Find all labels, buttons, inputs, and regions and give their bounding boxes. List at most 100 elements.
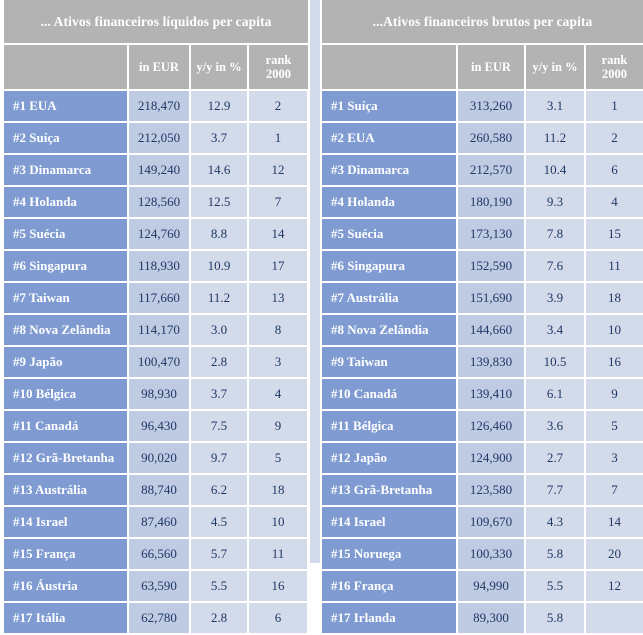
table-row[interactable]: #5 Suécia 124,760 8.8 14 bbox=[4, 218, 310, 251]
cell-yoy: 2.7 bbox=[525, 442, 586, 475]
cell-country: #13 Austrália bbox=[4, 474, 129, 507]
cell-eur: 117,660 bbox=[128, 282, 191, 315]
cell-rank: 6 bbox=[585, 154, 643, 187]
table-row[interactable]: #16 França 94,990 5.5 12 bbox=[322, 570, 643, 603]
table-row[interactable]: #16 Áustria 63,590 5.5 16 bbox=[4, 570, 310, 603]
cell-country: #14 Israel bbox=[4, 506, 129, 539]
column-header-rank[interactable]: rank 2000 bbox=[585, 44, 643, 91]
column-header-country[interactable] bbox=[4, 44, 129, 91]
table-row[interactable]: #11 Canadá 96,430 7.5 9 bbox=[4, 410, 310, 443]
cell-eur: 180,190 bbox=[457, 186, 526, 219]
cell-yoy: 14.6 bbox=[190, 154, 249, 187]
cell-rank: 4 bbox=[248, 378, 310, 411]
cell-country: #5 Suécia bbox=[322, 218, 458, 251]
table-row[interactable]: #2 Suíça 212,050 3.7 1 bbox=[4, 122, 310, 155]
cell-eur: 66,560 bbox=[128, 538, 191, 571]
cell-eur: 144,660 bbox=[457, 314, 526, 347]
cell-rank: 5 bbox=[585, 410, 643, 443]
cell-country: #12 Japão bbox=[322, 442, 458, 475]
cell-eur: 173,130 bbox=[457, 218, 526, 251]
cell-rank: 6 bbox=[248, 602, 310, 635]
cell-yoy: 8.8 bbox=[190, 218, 249, 251]
cell-yoy: 7.5 bbox=[190, 410, 249, 443]
liquid-assets-body: #1 EUA 218,470 12.9 2 #2 Suíça 212,050 3.7 1 #3 … bbox=[4, 90, 310, 635]
cell-country: #1 Suíça bbox=[322, 90, 458, 123]
table-row[interactable]: #8 Nova Zelândia 144,660 3.4 10 bbox=[322, 314, 643, 347]
column-header-yoy[interactable]: y/y in % bbox=[525, 44, 586, 91]
cell-eur: 260,580 bbox=[457, 122, 526, 155]
cell-yoy: 7.7 bbox=[525, 474, 586, 507]
cell-yoy: 5.5 bbox=[525, 570, 586, 603]
table-row[interactable]: #6 Singapura 118,930 10.9 17 bbox=[4, 250, 310, 283]
cell-yoy: 7.8 bbox=[525, 218, 586, 251]
column-header-eur[interactable]: in EUR bbox=[457, 44, 526, 91]
cell-rank: 17 bbox=[248, 250, 310, 283]
cell-yoy: 9.3 bbox=[525, 186, 586, 219]
cell-country: #8 Nova Zelândia bbox=[322, 314, 458, 347]
table-row[interactable]: #9 Taiwan 139,830 10.5 16 bbox=[322, 346, 643, 379]
cell-rank: 2 bbox=[585, 122, 643, 155]
column-header-country[interactable] bbox=[322, 44, 458, 91]
cell-country: #14 Israel bbox=[322, 506, 458, 539]
cell-rank: 18 bbox=[585, 282, 643, 315]
cell-eur: 63,590 bbox=[128, 570, 191, 603]
cell-eur: 152,590 bbox=[457, 250, 526, 283]
table-row[interactable]: #6 Singapura 152,590 7.6 11 bbox=[322, 250, 643, 283]
table-row[interactable]: #14 Israel 87,460 4.5 10 bbox=[4, 506, 310, 539]
cell-yoy: 4.5 bbox=[190, 506, 249, 539]
cell-yoy: 6.1 bbox=[525, 378, 586, 411]
cell-eur: 124,760 bbox=[128, 218, 191, 251]
table-row[interactable]: #12 Grã-Bretanha 90,020 9.7 5 bbox=[4, 442, 310, 475]
cell-country: #16 França bbox=[322, 570, 458, 603]
cell-country: #15 Noruega bbox=[322, 538, 458, 571]
column-header-rank[interactable]: rank 2000 bbox=[248, 44, 309, 91]
cell-yoy: 3.4 bbox=[525, 314, 586, 347]
table-row[interactable]: #1 EUA 218,470 12.9 2 bbox=[4, 90, 310, 123]
table-row[interactable]: #13 Austrália 88,740 6.2 18 bbox=[4, 474, 310, 507]
cell-rank: 10 bbox=[248, 506, 310, 539]
cell-country: #4 Holanda bbox=[322, 186, 458, 219]
table-row[interactable]: #4 Holanda 180,190 9.3 4 bbox=[322, 186, 643, 219]
cell-country: #9 Taiwan bbox=[322, 346, 458, 379]
table-row[interactable]: #10 Canadá 139,410 6.1 9 bbox=[322, 378, 643, 411]
table-row[interactable]: #12 Japão 124,900 2.7 3 bbox=[322, 442, 643, 475]
cell-yoy: 3.0 bbox=[190, 314, 249, 347]
table-row[interactable]: #7 Taiwan 117,660 11.2 13 bbox=[4, 282, 310, 315]
column-header-eur[interactable]: in EUR bbox=[128, 44, 191, 91]
cell-eur: 88,740 bbox=[128, 474, 191, 507]
cell-eur: 151,690 bbox=[457, 282, 526, 315]
table-row[interactable]: #15 Noruega 100,330 5.8 20 bbox=[322, 538, 643, 571]
table-row[interactable]: #8 Nova Zelândia 114,170 3.0 8 bbox=[4, 314, 310, 347]
gross-assets-table: ...Ativos financeiros brutos per capita … bbox=[322, 0, 643, 635]
cell-eur: 100,330 bbox=[457, 538, 526, 571]
cell-rank: 20 bbox=[585, 538, 643, 571]
table-row[interactable]: #4 Holanda 128,560 12.5 7 bbox=[4, 186, 310, 219]
cell-country: #13 Grã-Bretanha bbox=[322, 474, 458, 507]
table-row[interactable]: #1 Suíça 313,260 3.1 1 bbox=[322, 90, 643, 123]
cell-rank: 1 bbox=[248, 122, 310, 155]
table-row[interactable]: #15 França 66,560 5.7 11 bbox=[4, 538, 310, 571]
table-row[interactable]: #13 Grã-Bretanha 123,580 7.7 7 bbox=[322, 474, 643, 507]
cell-rank: 12 bbox=[585, 570, 643, 603]
table-row[interactable]: #10 Bélgica 98,930 3.7 4 bbox=[4, 378, 310, 411]
cell-eur: 123,580 bbox=[457, 474, 526, 507]
table-row[interactable]: #2 EUA 260,580 11.2 2 bbox=[322, 122, 643, 155]
table-row[interactable]: #14 Israel 109,670 4.3 14 bbox=[322, 506, 643, 539]
table-row[interactable]: #11 Bélgica 126,460 3.6 5 bbox=[322, 410, 643, 443]
table-row[interactable]: #5 Suécia 173,130 7.8 15 bbox=[322, 218, 643, 251]
table-row[interactable]: #3 Dinamarca 149,240 14.6 12 bbox=[4, 154, 310, 187]
table-row[interactable]: #17 Itália 62,780 2.8 6 bbox=[4, 602, 310, 635]
table-row[interactable]: #17 Irlanda 89,300 5.8 bbox=[322, 602, 643, 635]
cell-eur: 212,050 bbox=[128, 122, 191, 155]
table-row[interactable]: #9 Japão 100,470 2.8 3 bbox=[4, 346, 310, 379]
column-header-rank-line1: rank bbox=[265, 52, 292, 67]
table-row[interactable]: #7 Austrália 151,690 3.9 18 bbox=[322, 282, 643, 315]
column-header-rank-line2: 2000 bbox=[266, 67, 292, 81]
column-header-yoy[interactable]: y/y in % bbox=[190, 44, 249, 91]
table-row[interactable]: #3 Dinamarca 212,570 10.4 6 bbox=[322, 154, 643, 187]
cell-country: #4 Holanda bbox=[4, 186, 129, 219]
table-title: ... Ativos financeiros líquidos per capi… bbox=[4, 0, 309, 45]
left-margin bbox=[0, 0, 4, 563]
cell-eur: 90,020 bbox=[128, 442, 191, 475]
cell-rank: 4 bbox=[585, 186, 643, 219]
